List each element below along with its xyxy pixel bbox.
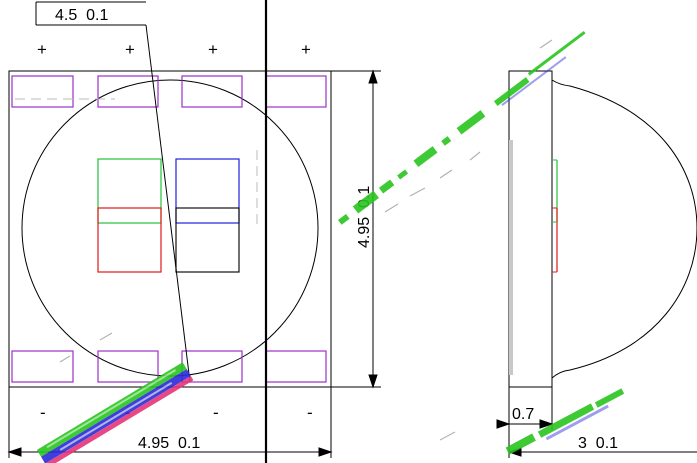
top-dimension xyxy=(35,1,146,26)
side-body xyxy=(508,70,553,388)
chip-black xyxy=(175,207,240,273)
plus-sign: + xyxy=(37,40,47,59)
lens-dome xyxy=(551,79,697,379)
pad xyxy=(265,350,327,383)
package-outline xyxy=(8,70,332,388)
minus-sign: - xyxy=(213,403,219,422)
pad xyxy=(11,75,74,108)
dimension-leader xyxy=(145,24,191,383)
lens-circle xyxy=(21,79,319,377)
top-width-label: 4.5 0.1 xyxy=(55,7,108,24)
watermark-overlay xyxy=(36,31,625,463)
plus-sign: + xyxy=(208,40,218,59)
height-dimension xyxy=(331,69,381,389)
chip-red xyxy=(97,207,162,273)
pad xyxy=(11,350,74,383)
chip-blue xyxy=(175,158,240,224)
guide-lines xyxy=(15,98,258,225)
plus-sign: + xyxy=(301,40,311,59)
plus-sign: + xyxy=(125,40,135,59)
side-depth-label: 3 0.1 xyxy=(578,435,618,452)
side-gray-strip xyxy=(509,140,513,375)
pad xyxy=(97,350,159,383)
minus-sign: - xyxy=(307,403,313,422)
minus-sign: - xyxy=(40,403,46,422)
bottom-width-label: 4.95 0.1 xyxy=(138,435,200,452)
chip-green xyxy=(97,158,162,224)
top-pads xyxy=(11,75,327,108)
side-view: 0.7 3 0.1 xyxy=(496,70,697,458)
pad xyxy=(97,75,159,108)
front-view: 4.5 0.1 + + + + - - - - 4.95 0.1 4.95 0.… xyxy=(7,1,381,458)
pad xyxy=(265,75,327,108)
side-step-label: 0.7 xyxy=(512,406,534,423)
pad xyxy=(181,75,243,108)
